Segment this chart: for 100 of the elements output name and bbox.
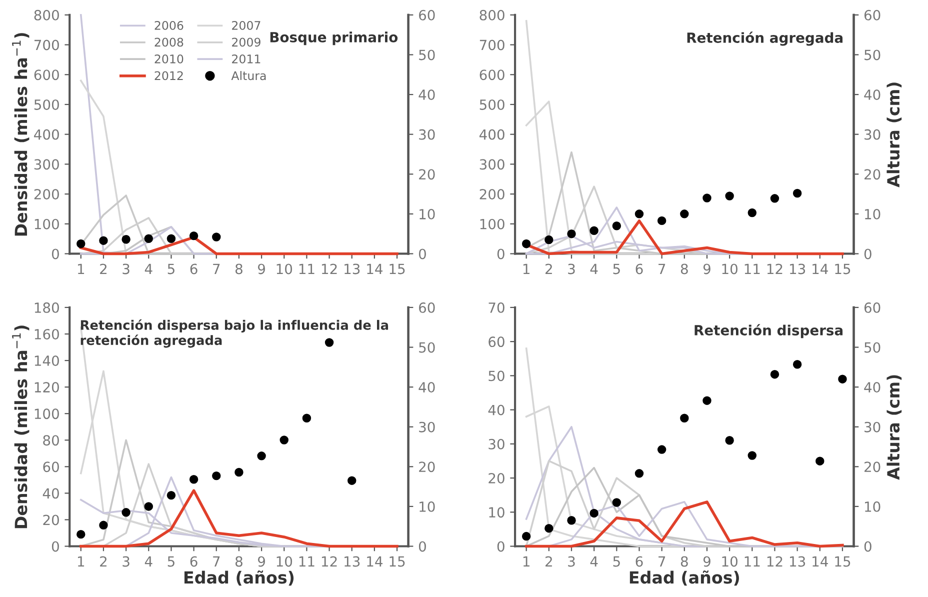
x-tick-label: 9 <box>703 556 710 567</box>
y-tick-label: 50 <box>488 370 504 382</box>
y2-tick-label: 60 <box>864 302 880 313</box>
y-tick-label: 800 <box>480 10 504 20</box>
x-tick-label: 1 <box>523 264 530 274</box>
y-tick-label: 0 <box>52 248 59 260</box>
x-tick-label: 10 <box>722 264 738 274</box>
y2-tick-label: 20 <box>419 462 435 472</box>
legend-label: 2011 <box>232 54 260 64</box>
x-tick-label: 13 <box>344 556 360 567</box>
x-tick-label: 11 <box>299 556 314 567</box>
y2-tick-label: 0 <box>418 541 426 552</box>
x-tick-label: 7 <box>658 264 666 274</box>
y2-tick-label: 20 <box>864 169 880 180</box>
x-tick-label: 14 <box>812 556 828 567</box>
y2-tick-label: 30 <box>419 422 435 432</box>
y2-tick-label: 10 <box>865 501 880 512</box>
x-tick-label: 11 <box>299 264 314 274</box>
y-tick-label: 600 <box>480 70 504 80</box>
x-tick-label: 5 <box>613 556 620 567</box>
y-tick-label: 30 <box>488 438 504 450</box>
x-axis-title: Edad (años) <box>184 570 294 586</box>
x-tick-label: 3 <box>568 264 575 274</box>
legend-label: 2009 <box>232 38 260 47</box>
y2-tick-label: 40 <box>418 89 435 100</box>
x-tick-label: 11 <box>744 556 760 567</box>
x-axis-title: Edad (años) <box>630 570 739 586</box>
y-tick-label: 300 <box>34 159 59 170</box>
y2-tick-label: 10 <box>420 501 435 512</box>
x-tick-label: 6 <box>190 264 198 274</box>
text: Retención dispersa <box>694 324 843 338</box>
x-tick-label: 14 <box>812 264 828 274</box>
y-tick-label: 40 <box>42 488 59 499</box>
x-tick-label: 7 <box>213 556 220 567</box>
y-tick-label: 200 <box>34 188 59 200</box>
y2-tick-label: 30 <box>864 129 880 140</box>
x-tick-label: 11 <box>744 264 760 274</box>
x-tick-label: 12 <box>322 264 337 274</box>
x-tick-label: 15 <box>835 264 850 274</box>
x-tick-label: 9 <box>258 556 265 567</box>
x-tick-label: 2 <box>100 556 106 567</box>
y-tick-label: 180 <box>34 302 59 313</box>
y-axis-title: Densidad (miles ha$^{−1}$) <box>12 326 30 528</box>
x-tick-label: 10 <box>276 264 292 274</box>
x-tick-label: 8 <box>235 556 242 567</box>
x-tick-label: 13 <box>344 264 360 274</box>
y-tick-label: 80 <box>43 435 59 446</box>
y-tick-label: 400 <box>34 129 59 140</box>
x-tick-label: 9 <box>258 264 265 274</box>
x-tick-label: 4 <box>590 556 598 567</box>
x-tick-label: 8 <box>235 264 242 274</box>
y-tick-label: 120 <box>34 382 59 393</box>
y-tick-label: 600 <box>34 70 59 80</box>
y2-tick-label: 40 <box>864 382 880 393</box>
y2-tick-label: 10 <box>865 208 880 220</box>
y-tick-label: 60 <box>488 336 504 348</box>
x-tick-label: 15 <box>390 264 405 274</box>
x-tick-label: 14 <box>367 264 383 274</box>
legend-label: Altura <box>231 70 266 80</box>
text: Bosque primario <box>270 32 398 46</box>
y2-tick-label: 60 <box>864 10 880 20</box>
y-tick-label: 0 <box>497 541 504 552</box>
x-tick-label: 2 <box>546 556 552 567</box>
y2-tick-label: 50 <box>419 342 435 353</box>
y2-tick-label: 10 <box>420 208 435 220</box>
x-tick-label: 4 <box>144 264 152 274</box>
x-tick-label: 5 <box>613 264 620 274</box>
y2-tick-label: 0 <box>864 248 872 260</box>
x-tick-label: 2 <box>546 264 552 274</box>
y-tick-label: 500 <box>480 99 504 110</box>
y2-tick-label: 30 <box>419 129 435 140</box>
x-tick-label: 4 <box>144 556 152 567</box>
y2-tick-label: 50 <box>864 342 880 353</box>
y2-tick-label: 50 <box>419 50 435 60</box>
y-tick-label: 20 <box>488 472 504 484</box>
y-tick-label: 700 <box>34 40 59 50</box>
x-tick-label: 3 <box>122 264 130 274</box>
y2-tick-label: 20 <box>864 462 880 472</box>
y2-tick-label: 0 <box>418 248 426 260</box>
x-tick-label: 15 <box>390 556 405 567</box>
y-tick-label: 20 <box>43 514 59 526</box>
x-tick-label: 14 <box>367 556 383 567</box>
y2-tick-label: 40 <box>418 382 435 393</box>
legend-label: 2006 <box>154 20 184 30</box>
x-tick-label: 6 <box>190 556 198 567</box>
x-tick-label: 3 <box>568 556 575 567</box>
x-tick-label: 6 <box>636 264 643 274</box>
x-tick-label: 2 <box>100 264 106 274</box>
x-tick-label: 8 <box>680 556 688 567</box>
y-axis-title: Densidad (miles ha$^{−1}$) <box>12 33 30 236</box>
y2-tick-label: 50 <box>864 50 880 60</box>
y2-tick-label: 20 <box>419 169 435 180</box>
x-tick-label: 5 <box>168 556 174 567</box>
y2-tick-label: 60 <box>419 302 435 313</box>
x-tick-label: 3 <box>122 556 130 567</box>
x-tick-label: 6 <box>636 556 643 567</box>
x-tick-label: 13 <box>790 264 806 274</box>
y-tick-label: 140 <box>34 355 59 366</box>
x-tick-label: 12 <box>322 556 337 567</box>
y-tick-label: 200 <box>480 188 504 200</box>
